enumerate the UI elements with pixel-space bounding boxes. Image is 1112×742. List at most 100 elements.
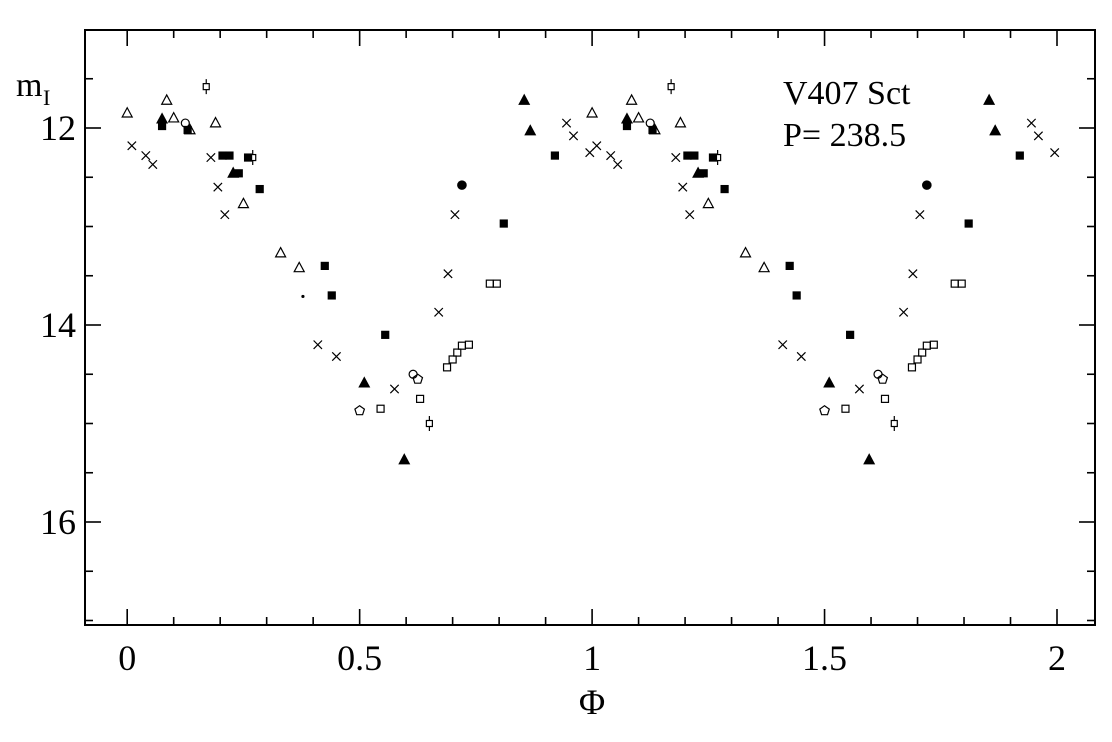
period-annotation: P= 238.5 [783, 117, 906, 154]
data-point-open-pentagon [354, 404, 366, 416]
data-point-cross [443, 269, 453, 279]
data-point-cross [220, 210, 230, 220]
data-point-filled-triangle [518, 93, 531, 105]
data-point-filled-square [1015, 151, 1024, 160]
data-point-cross [213, 182, 223, 192]
data-point-cross [1033, 131, 1044, 141]
x-tick-label: 2 [1048, 638, 1066, 678]
data-point-open-square-errorbar [667, 79, 675, 95]
data-point-open-square-errorbar [890, 416, 898, 431]
data-point-cross [678, 182, 688, 192]
data-point-cross [1026, 118, 1037, 128]
data-point-open-square [957, 279, 966, 288]
data-point-open-triangle [160, 93, 173, 105]
x-tick-label: 1 [583, 638, 601, 678]
data-point-cross [206, 152, 216, 163]
data-point-cross [389, 384, 400, 394]
data-point-open-square [442, 363, 452, 372]
data-point-open-pentagon [877, 373, 889, 384]
data-point-open-square [453, 348, 462, 357]
data-point-cross [141, 150, 151, 161]
data-point-open-square [907, 363, 917, 372]
data-point-filled-triangle [863, 453, 876, 465]
data-point-cross [898, 307, 909, 317]
x-axis-label: Φ [579, 682, 605, 722]
data-point-cross [148, 159, 158, 170]
data-point-open-square [448, 355, 457, 364]
data-point-filled-triangle [823, 376, 836, 388]
data-point-open-square [376, 404, 385, 413]
data-point-open-square [841, 404, 850, 413]
data-point-filled-square [255, 184, 264, 194]
data-point-cross [915, 210, 925, 220]
data-point-cross [778, 340, 788, 350]
star-name-annotation: V407 Sct [783, 75, 911, 112]
x-tick-label: 0.5 [337, 638, 382, 678]
data-point-filled-square [550, 151, 560, 160]
data-point-open-circle [645, 118, 655, 128]
data-point-cross [854, 384, 865, 394]
data-point-filled-square [792, 291, 801, 300]
data-point-cross [685, 210, 695, 220]
data-point-open-square [950, 279, 959, 288]
data-point-open-triangle [674, 116, 687, 128]
data-point-open-square [922, 341, 931, 350]
y-tick-label: 12 [40, 108, 76, 148]
data-point-cross [796, 351, 806, 362]
data-point-open-triangle [167, 111, 180, 123]
stray-dot [301, 294, 305, 299]
data-point-filled-circle [457, 180, 467, 190]
data-point-open-triangle [237, 197, 250, 209]
data-point-open-square [485, 279, 494, 288]
data-point-filled-square [699, 169, 708, 178]
data-point-cross [450, 210, 460, 220]
data-point-filled-square [218, 151, 227, 160]
data-point-cross [561, 118, 572, 128]
data-point-filled-square [234, 169, 243, 178]
data-point-cross [434, 307, 444, 317]
data-point-cross [1050, 148, 1060, 158]
data-point-filled-square [683, 151, 692, 160]
data-point-filled-square [690, 151, 699, 160]
data-point-open-pentagon [819, 404, 831, 416]
data-point-cross [671, 152, 681, 163]
data-point-filled-square [225, 151, 234, 160]
data-point-filled-square [785, 261, 794, 270]
y-axis-label: m [16, 67, 42, 104]
data-point-cross [606, 150, 616, 161]
data-point-open-square [918, 348, 927, 357]
data-point-filled-square [720, 184, 729, 194]
data-point-open-triangle [632, 111, 645, 123]
data-point-open-square-errorbar [202, 79, 210, 95]
data-point-filled-square [499, 219, 508, 228]
data-point-cross [613, 159, 623, 170]
plot-frame [84, 29, 1096, 626]
data-point-cross [331, 351, 342, 362]
data-point-filled-square [157, 121, 167, 131]
x-tick-label: 0 [118, 638, 136, 678]
data-point-filled-triangle [358, 376, 371, 388]
data-point-open-circle [180, 118, 190, 128]
data-point-open-triangle [121, 106, 134, 118]
data-point-filled-square [708, 153, 718, 162]
data-point-open-square [913, 355, 922, 364]
data-point-filled-square [622, 121, 632, 131]
data-point-open-triangle [293, 261, 306, 273]
axis-ticks [85, 30, 1095, 625]
data-point-filled-triangle [524, 124, 537, 136]
data-point-open-triangle [274, 246, 287, 258]
y-tick-label: 16 [40, 502, 76, 542]
data-point-open-square [415, 394, 425, 403]
data-point-cross [908, 269, 918, 279]
data-point-filled-square [381, 330, 390, 339]
data-point-open-triangle [625, 93, 638, 105]
data-point-cross [313, 340, 323, 350]
data-point-open-square [464, 340, 474, 349]
data-point-open-square [492, 279, 501, 288]
axis-tick-labels: 0 0.5 1 1.5 2 12 14 16 [40, 108, 1066, 678]
data-point-open-pentagon [412, 373, 424, 384]
data-point-open-square-errorbar [714, 150, 722, 166]
data-point-open-square [457, 341, 467, 350]
